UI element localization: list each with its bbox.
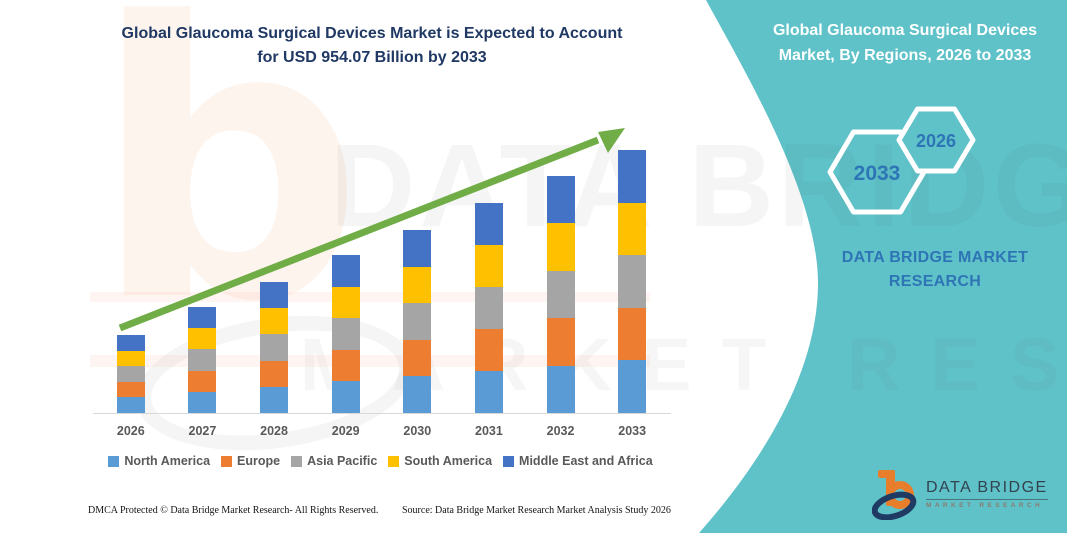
bar-segment-north-america-2027 bbox=[188, 391, 217, 413]
bar-segment-south-america-2029 bbox=[331, 286, 360, 319]
bar-segment-north-america-2032 bbox=[546, 365, 575, 413]
bar-segment-north-america-2033 bbox=[618, 360, 647, 413]
bar-segment-south-america-2026 bbox=[116, 350, 145, 367]
x-axis-label-2028: 2028 bbox=[260, 424, 288, 438]
logo-text-block: DATA BRIDGE MARKET RESEARCH bbox=[926, 479, 1048, 509]
bar-segment-europe-2032 bbox=[546, 318, 575, 366]
bar-segment-asia-pacific-2033 bbox=[618, 255, 647, 308]
bar-segment-north-america-2029 bbox=[331, 381, 360, 413]
bar-segment-north-america-2030 bbox=[403, 376, 432, 413]
bar-segment-middle-east-and-africa-2029 bbox=[331, 255, 360, 287]
chart-title-line2: for USD 954.07 Billion by 2033 bbox=[257, 49, 487, 66]
bar-segment-middle-east-and-africa-2028 bbox=[260, 282, 289, 309]
legend-item-asia-pacific: Asia Pacific bbox=[291, 454, 377, 468]
bar-segment-asia-pacific-2028 bbox=[260, 334, 289, 361]
legend-swatch bbox=[388, 455, 400, 467]
bar-segment-south-america-2032 bbox=[546, 223, 575, 271]
bar-segment-asia-pacific-2027 bbox=[188, 349, 217, 371]
bar-segment-north-america-2026 bbox=[116, 397, 145, 413]
logo-brand-name: DATA BRIDGE bbox=[926, 479, 1048, 500]
logo-sub-name: MARKET RESEARCH bbox=[926, 502, 1044, 509]
legend-item-middle-east-and-africa: Middle East and Africa bbox=[503, 454, 653, 468]
legend-label: Europe bbox=[237, 454, 281, 468]
chart-title: Global Glaucoma Surgical Devices Market … bbox=[62, 22, 682, 70]
bar-segment-middle-east-and-africa-2027 bbox=[188, 306, 217, 329]
bar-segment-asia-pacific-2029 bbox=[331, 318, 360, 350]
legend-label: North America bbox=[124, 454, 211, 468]
data-bridge-logo-icon bbox=[872, 470, 917, 520]
legend-swatch bbox=[108, 455, 120, 467]
legend-item-south-america: South America bbox=[388, 454, 492, 468]
chart-title-line1: Global Glaucoma Surgical Devices Market … bbox=[121, 25, 623, 42]
x-axis-label-2029: 2029 bbox=[331, 424, 360, 438]
x-axis-label-2026: 2026 bbox=[116, 424, 145, 438]
bar-segment-middle-east-and-africa-2033 bbox=[618, 150, 647, 203]
bar-segment-europe-2027 bbox=[188, 370, 217, 392]
footer-source-text: Source: Data Bridge Market Research Mark… bbox=[402, 505, 671, 516]
legend-item-north-america: North America bbox=[108, 454, 210, 468]
x-axis-label-2033: 2033 bbox=[618, 424, 647, 438]
x-axis-label-2032: 2032 bbox=[546, 424, 575, 438]
bar-segment-south-america-2028 bbox=[260, 308, 289, 335]
bar-segment-south-america-2027 bbox=[188, 328, 217, 350]
x-axis-label-2031: 2031 bbox=[475, 424, 503, 438]
bar-segment-europe-2026 bbox=[116, 381, 145, 398]
x-axis-label-2030: 2030 bbox=[403, 424, 432, 438]
legend-label: Middle East and Africa bbox=[519, 454, 653, 468]
data-bridge-logo: DATA BRIDGE MARKET RESEARCH bbox=[872, 468, 1048, 520]
legend-item-europe: Europe bbox=[221, 454, 280, 468]
bar-segment-south-america-2033 bbox=[618, 202, 647, 256]
legend-swatch bbox=[291, 455, 303, 467]
bar-segment-north-america-2028 bbox=[260, 386, 289, 413]
bar-segment-asia-pacific-2026 bbox=[116, 366, 145, 382]
bar-segment-middle-east-and-africa-2031 bbox=[474, 202, 503, 245]
footer-dmca-text: DMCA Protected © Data Bridge Market Rese… bbox=[88, 505, 379, 516]
bar-segment-europe-2029 bbox=[331, 349, 360, 382]
bar-segment-europe-2033 bbox=[618, 307, 647, 361]
bar-segment-asia-pacific-2031 bbox=[474, 286, 503, 329]
chart-legend: North America Europe Asia Pacific South Ame… bbox=[88, 454, 673, 468]
bar-segment-europe-2030 bbox=[403, 339, 432, 377]
legend-label: Asia Pacific bbox=[307, 454, 378, 468]
bar-segment-asia-pacific-2032 bbox=[546, 270, 575, 319]
x-axis-line bbox=[93, 413, 671, 414]
bar-segment-south-america-2030 bbox=[403, 266, 432, 304]
bar-segment-middle-east-and-africa-2030 bbox=[403, 229, 432, 267]
legend-swatch bbox=[221, 455, 233, 467]
bar-segment-asia-pacific-2030 bbox=[403, 303, 432, 340]
bar-segment-middle-east-and-africa-2032 bbox=[546, 176, 575, 224]
bar-segment-europe-2031 bbox=[474, 328, 503, 371]
legend-swatch bbox=[503, 455, 515, 467]
bar-segment-middle-east-and-africa-2026 bbox=[116, 334, 145, 351]
bar-segment-europe-2028 bbox=[260, 360, 289, 387]
bar-segment-south-america-2031 bbox=[474, 244, 503, 287]
x-axis-label-2027: 2027 bbox=[188, 424, 217, 438]
bar-segment-north-america-2031 bbox=[474, 370, 503, 413]
legend-label: South America bbox=[404, 454, 493, 468]
